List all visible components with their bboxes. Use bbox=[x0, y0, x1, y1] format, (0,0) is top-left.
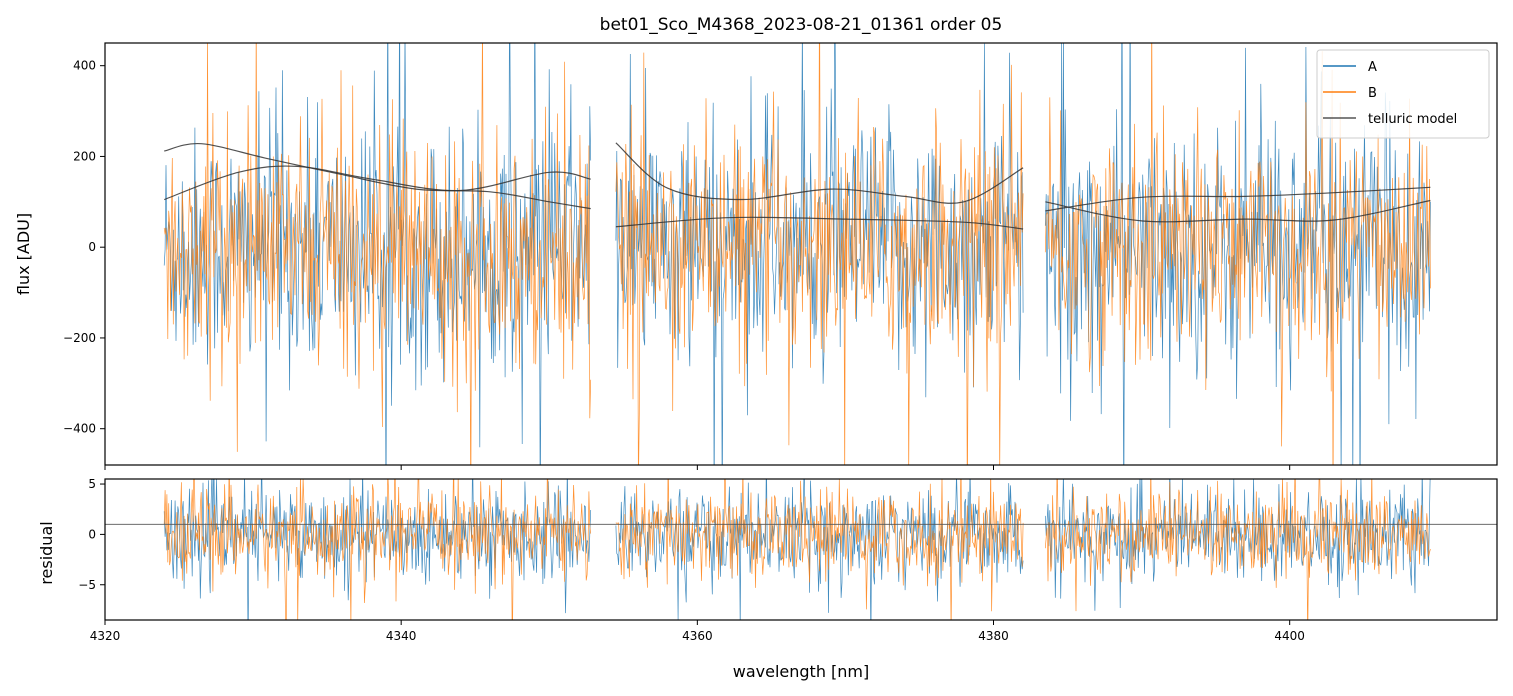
flux-plot-area bbox=[163, 43, 1431, 465]
legend-label-1: B bbox=[1368, 86, 1377, 101]
residual-x-axis: 4320 4340 4360 4380 4400 bbox=[90, 620, 1305, 643]
series-b-line bbox=[163, 43, 1431, 465]
telluric-model-curve-2 bbox=[615, 142, 1024, 204]
residual-panel: −5 0 5 4320 4340 4360 4380 4400 residual wavel… bbox=[37, 477, 1498, 681]
flux-y-tick-label: 0 bbox=[88, 240, 96, 254]
residual-y-tick-label: 0 bbox=[88, 527, 96, 541]
legend-box bbox=[1316, 49, 1490, 139]
residual-y-axis: −5 0 5 bbox=[78, 477, 105, 592]
flux-y-tick-label: 400 bbox=[73, 59, 96, 73]
flux-y-tick-label: 200 bbox=[73, 149, 96, 163]
residual-y-tick-label: −5 bbox=[78, 578, 96, 592]
x-axis-label: wavelength [nm] bbox=[733, 662, 870, 681]
telluric-model-curve-5 bbox=[1045, 186, 1431, 212]
x-tick-label: 4340 bbox=[386, 629, 417, 643]
x-tick-label: 4380 bbox=[978, 629, 1009, 643]
flux-y-tick-label: −400 bbox=[63, 422, 96, 436]
flux-y-axis-label: flux [ADU] bbox=[14, 213, 33, 295]
flux-axes-frame bbox=[104, 42, 1498, 466]
residual-y-axis-label: residual bbox=[37, 521, 56, 584]
telluric-model-curve-0 bbox=[164, 142, 591, 210]
telluric-model-curve-4 bbox=[1045, 199, 1431, 223]
residual-y-tick-label: 5 bbox=[88, 477, 96, 491]
residual-plot-area bbox=[105, 479, 1497, 620]
flux-y-axis: −400 −200 0 200 400 bbox=[63, 59, 105, 436]
flux-x-axis bbox=[104, 465, 1291, 470]
x-tick-label: 4400 bbox=[1274, 629, 1305, 643]
x-tick-label: 4320 bbox=[90, 629, 121, 643]
telluric-model-curve-3 bbox=[615, 216, 1024, 230]
residual-axes-frame bbox=[104, 478, 1498, 621]
chart-title: bet01_Sco_M4368_2023-08-21_01361 order 0… bbox=[600, 15, 1003, 35]
legend-label-0: A bbox=[1368, 60, 1377, 75]
telluric-model-curve-1 bbox=[164, 165, 591, 201]
x-tick-label: 4360 bbox=[682, 629, 713, 643]
flux-y-tick-label: −200 bbox=[63, 331, 96, 345]
residual-b-line bbox=[163, 479, 1431, 620]
legend-label-2: telluric model bbox=[1368, 112, 1457, 127]
